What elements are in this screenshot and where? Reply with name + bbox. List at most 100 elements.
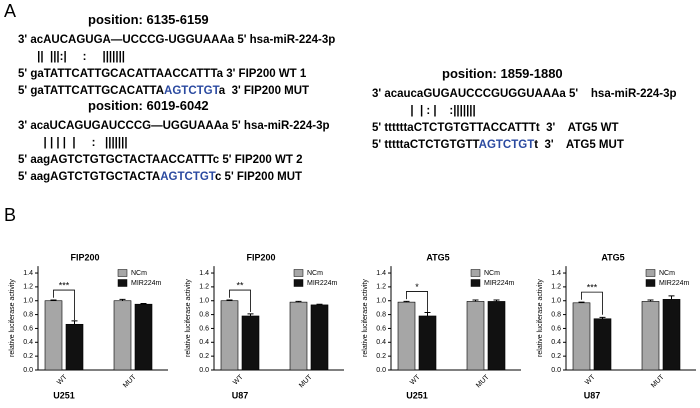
error-bar [424, 312, 431, 316]
error-bar [493, 299, 500, 302]
y-tick-label: 0.0 [199, 367, 209, 374]
panel-label: A [4, 1, 16, 21]
sequence-part: 5' gaTATTCATTGCACATTA [18, 85, 165, 97]
sequence-part: 5' aagAGTCTGTGCTACTA [18, 171, 161, 183]
y-tick-label: 0.0 [23, 367, 33, 374]
legend-swatch [117, 269, 128, 277]
significance-label: *** [59, 280, 70, 290]
legend-swatch [293, 269, 304, 277]
y-tick-label: 1.0 [376, 298, 386, 305]
y-axis-label: relative luciferase activity [185, 279, 192, 357]
error-bar [226, 299, 233, 301]
sequence-part: AGTCTGT [160, 171, 215, 183]
y-axis-label: relative luciferase activity [537, 279, 544, 357]
error-bar [647, 299, 654, 302]
sequence-part: 5' gaTATTCATTGCACATTAACCATTTa 3' FIP200 … [18, 68, 307, 80]
x-axis-label: U87 [232, 390, 249, 400]
y-tick-label: 0.6 [551, 325, 561, 332]
y-tick-label: 0.6 [376, 325, 386, 332]
sequence-part: | | | | | : ||||||| [18, 137, 128, 149]
sequence-part: AGTCTGT [478, 139, 535, 151]
legend-label: MIR224m [659, 280, 690, 287]
y-tick-label: 0.8 [376, 311, 386, 318]
sequence-line: 3' acaUCAGUGAUCCCG—UGGUAAAa 5' hsa-miR-2… [18, 118, 330, 135]
legend-swatch [470, 269, 481, 277]
y-tick-label: 0.2 [23, 353, 33, 360]
y-axis-label: relative luciferase activity [9, 279, 16, 357]
significance-label: ** [236, 280, 244, 290]
error-bar [668, 295, 675, 300]
y-tick-label: 1.2 [376, 284, 386, 291]
position-label: position: 6135-6159 [88, 12, 209, 27]
sequence-part: | | : | :||||||| [372, 105, 476, 117]
significance-bracket [581, 291, 603, 315]
bar [310, 304, 329, 371]
position-label: position: 6019-6042 [88, 98, 209, 113]
bar [418, 315, 437, 371]
sequence-part: a 3' FIP200 MUT [218, 85, 310, 97]
error-bar [599, 316, 606, 319]
error-bar [316, 303, 323, 305]
legend-label: MIR224m [131, 280, 162, 287]
sequence-part: AGTCTGT [164, 85, 219, 97]
legend-label: NCm [484, 270, 500, 277]
bar [65, 323, 84, 371]
bar [662, 299, 681, 371]
y-tick-label: 1.4 [376, 270, 386, 277]
error-bar [50, 299, 57, 301]
x-tick-label: MUT [298, 373, 314, 389]
sequence-line: 5' aagAGTCTGTGCTACTAACCATTTc 5' FIP200 W… [18, 152, 330, 169]
y-tick-label: 0.2 [199, 353, 209, 360]
y-tick-label: 1.0 [199, 298, 209, 305]
alignment-block: position: 6019-6042 3' acaUCAGUGAUCCCG—UG… [18, 98, 330, 186]
y-tick-label: 1.2 [551, 284, 561, 291]
significance-bracket [229, 289, 251, 312]
sequence-part: || |||:| : ||||||| [18, 51, 125, 63]
x-axis-label: U251 [406, 390, 428, 400]
sequence-line: 5' gaTATTCATTGCACATTAACCATTTa 3' FIP200 … [18, 66, 335, 83]
legend-label: MIR224m [307, 280, 338, 287]
sequence-part: 3' acaucaGUGAUCCCGUGGUAAAa 5' hsa-miR-22… [372, 88, 677, 100]
x-axis-label: U87 [584, 390, 601, 400]
legend-swatch [293, 279, 304, 287]
error-bar [247, 313, 254, 316]
y-tick-label: 1.0 [23, 298, 33, 305]
x-tick-label: MUT [475, 373, 491, 389]
error-bar [472, 299, 479, 302]
bar [466, 301, 485, 371]
y-tick-label: 1.4 [23, 270, 33, 277]
bar [220, 300, 239, 371]
significance-label: *** [587, 282, 598, 292]
legend-label: NCm [131, 270, 147, 277]
x-tick-label: WT [584, 373, 597, 386]
legend-swatch [645, 269, 656, 277]
sequence-line: 5' ttttttaCTCTGTGTTACCATTTt 3' ATG5 WT [372, 120, 677, 137]
y-tick-label: 0.0 [551, 367, 561, 374]
panel-label: B [4, 205, 16, 225]
y-tick-label: 0.4 [23, 339, 33, 346]
sequence-part: t 3' ATG5 MUT [534, 139, 624, 151]
y-tick-label: 0.8 [551, 311, 561, 318]
legend-swatch [470, 279, 481, 287]
y-tick-label: 1.4 [551, 270, 561, 277]
y-axis-label: relative luciferase activity [362, 279, 369, 357]
sequence-part: 5' aagAGTCTGTGCTACTAACCATTTc 5' FIP200 W… [18, 154, 303, 166]
x-tick-label: WT [56, 373, 69, 386]
bar [134, 303, 153, 371]
sequence-line: | | | | | : ||||||| [18, 135, 330, 152]
bar [572, 302, 591, 371]
legend-swatch [645, 279, 656, 287]
y-tick-label: 0.4 [199, 339, 209, 346]
y-tick-label: 1.0 [551, 298, 561, 305]
x-tick-label: WT [409, 373, 422, 386]
y-tick-label: 0.2 [551, 353, 561, 360]
chart-title: FIP200 [70, 252, 99, 262]
sequence-part: 3' acaUCAGUGAUCCCG—UGGUAAAa 5' hsa-miR-2… [18, 120, 330, 132]
x-axis-label: U251 [53, 390, 75, 400]
x-tick-label: WT [232, 373, 245, 386]
y-tick-label: 0.4 [551, 339, 561, 346]
legend-label: NCm [307, 270, 323, 277]
error-bar [119, 298, 126, 301]
error-bar [140, 303, 147, 305]
sequence-line: | | : | :||||||| [372, 103, 677, 120]
